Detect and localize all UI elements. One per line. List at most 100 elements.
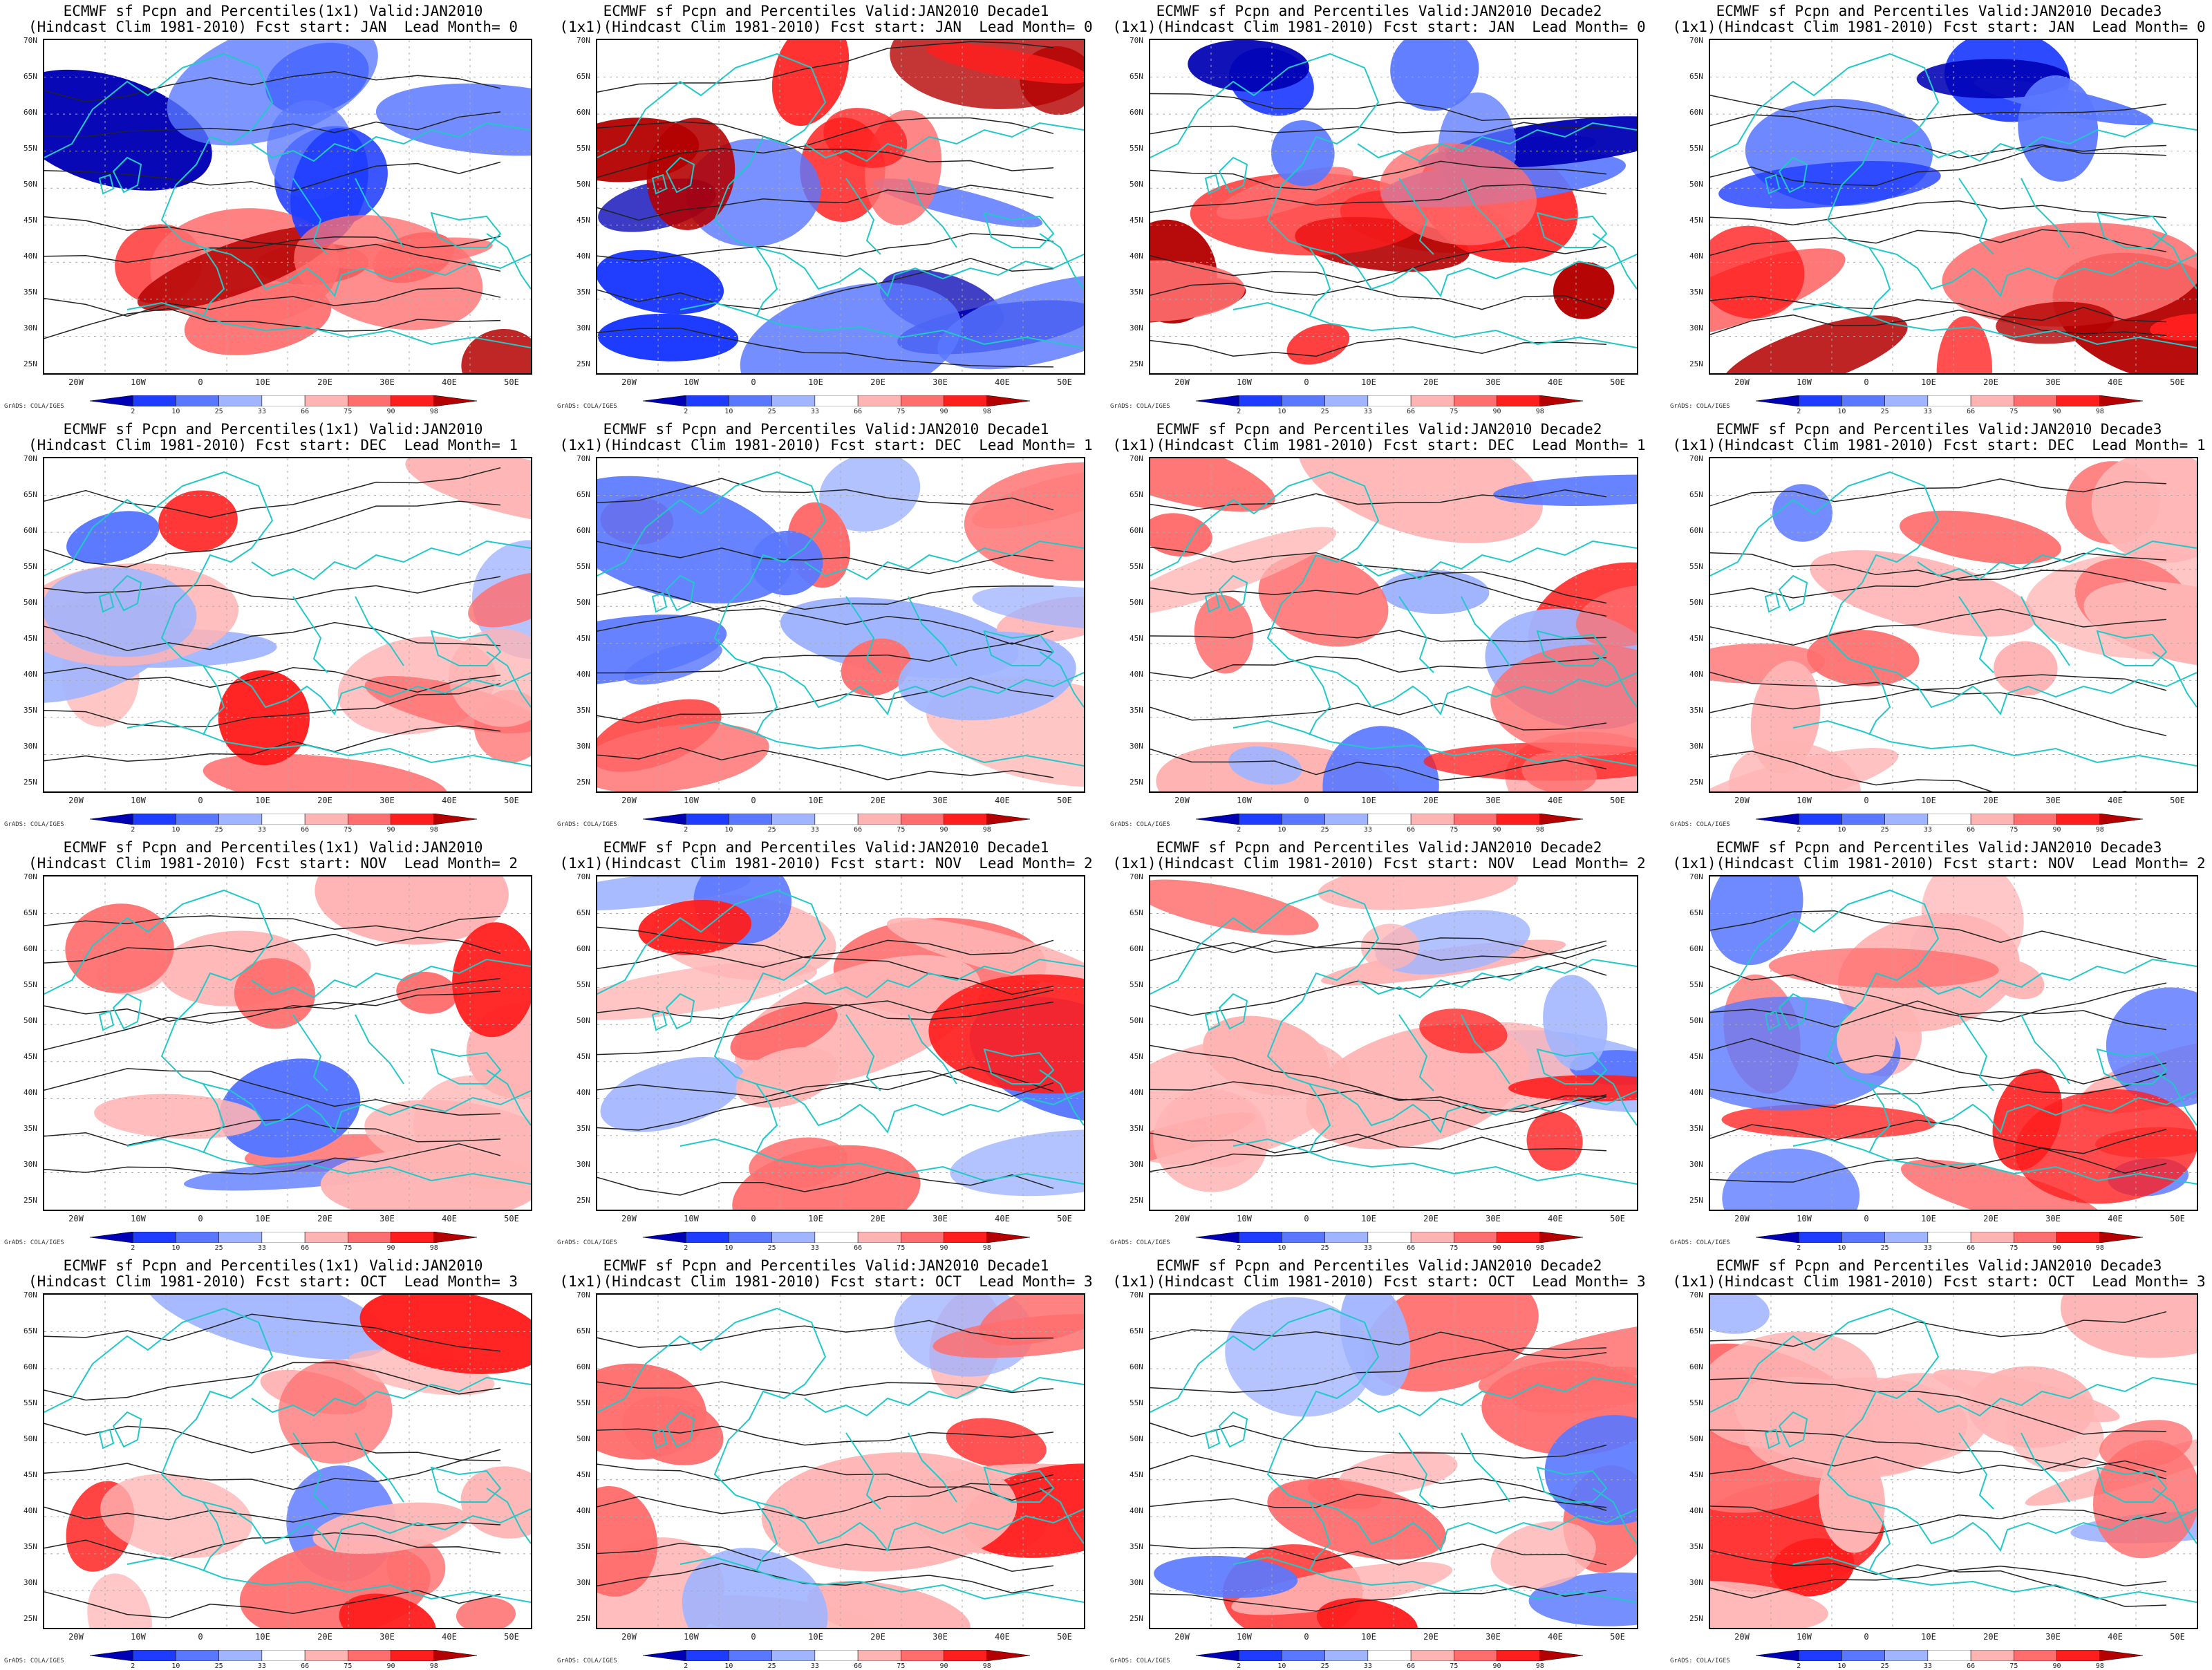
percentile-colorbar: [89, 813, 478, 825]
precip-anomaly-patch: [597, 313, 739, 362]
latitude-label: 35N: [24, 1542, 37, 1551]
climatology-contour: [597, 989, 1054, 1020]
climatology-contour: [1150, 283, 1607, 310]
colorbar-segment: [2056, 1649, 2101, 1662]
colorbar-label: 66: [1407, 1662, 1416, 1670]
colorbar-segment: [89, 395, 133, 407]
colorbar-segment: [729, 1231, 772, 1244]
climatology-contour: [597, 585, 1054, 645]
climatology-contour: [597, 939, 1054, 970]
colorbar-label: 10: [724, 826, 733, 834]
precip-anomaly-patch: [278, 1360, 393, 1464]
latitude-label: 70N: [24, 36, 37, 45]
latitude-label: 65N: [1130, 908, 1143, 917]
climatology-contour: [597, 541, 1054, 574]
latitude-label: 35N: [24, 288, 37, 297]
colorbar-segment: [1884, 1649, 1929, 1662]
colorbar-segment: [1238, 1649, 1282, 1662]
climatology-contour: [1150, 572, 1607, 617]
map-canvas: [1150, 1295, 1637, 1628]
map-plot-area: [1709, 875, 2198, 1211]
coastline: [98, 1428, 115, 1449]
climatology-contour: [1150, 338, 1607, 357]
precip-anomaly-patch: [1770, 1538, 1855, 1597]
colorbar-label: 66: [1967, 1662, 1976, 1670]
coastline: [1150, 471, 1380, 735]
colorbar-segment: [1410, 813, 1454, 825]
precip-anomaly-patch: [1225, 1297, 1373, 1417]
longitude-label: 20W: [1734, 377, 1750, 387]
coastline: [1592, 233, 1637, 290]
climatology-contour: [597, 233, 1054, 262]
coastline: [292, 596, 328, 673]
climatology-contour: [44, 236, 501, 263]
colorbar-segment: [1410, 1231, 1454, 1244]
coastline: [98, 173, 115, 195]
colorbar-segment: [433, 1231, 478, 1244]
colorbar-label: 25: [767, 826, 776, 834]
colorbar-segment: [1884, 395, 1929, 407]
latitude-label: 65N: [1130, 490, 1143, 499]
forecast-map-panel: ECMWF sf Pcpn and Percentiles(1x1) Valid…: [0, 1255, 546, 1670]
map-plot-area: [1709, 1293, 2198, 1629]
colorbar-label: 33: [1363, 1244, 1372, 1252]
precip-anomaly-patch: [1576, 585, 1637, 647]
colorbar-wrapper: [1755, 1231, 2144, 1244]
precip-anomaly-patch: [2018, 75, 2099, 182]
latitude-label: 65N: [1130, 1326, 1143, 1335]
latitude-label: 45N: [24, 1470, 37, 1479]
colorbar-label: 10: [724, 408, 733, 415]
longitude-label: 40E: [2108, 377, 2123, 387]
colorbar-segment: [132, 1231, 176, 1244]
latitude-label: 50N: [577, 180, 590, 189]
colorbar-segment: [771, 813, 816, 825]
precip-anomaly-patch: [461, 328, 531, 373]
colorbar-segment: [1884, 813, 1929, 825]
longitude-label: 50E: [1057, 1214, 1072, 1223]
colorbar-wrapper: [642, 813, 1031, 825]
precip-anomaly-patch: [926, 43, 1084, 84]
climatology-contour: [1710, 309, 2167, 337]
colorbar-segment: [1798, 813, 1842, 825]
longitude-label: 20W: [68, 1214, 84, 1223]
precip-anomaly-patch: [1718, 160, 1941, 209]
longitude-label: 10W: [684, 1632, 699, 1642]
colorbar-segment: [1798, 1649, 1842, 1662]
coastline: [1710, 471, 1940, 735]
climatology-contour: [597, 1320, 1054, 1349]
precip-anomaly-patch: [972, 585, 1084, 630]
precip-anomaly-patch: [184, 283, 332, 355]
longitude-label: 20W: [621, 796, 637, 805]
longitude-label: 0: [1304, 1214, 1309, 1223]
colorbar-label: 66: [1967, 826, 1976, 834]
colorbar-label: 2: [131, 1662, 135, 1670]
colorbar-segment: [132, 813, 176, 825]
precip-anomaly-patch: [1381, 570, 1490, 614]
panel-title-line2: (Hindcast Clim 1981-2010) Fcst start: DE…: [28, 437, 518, 453]
panel-title-line2: (1x1)(Hindcast Clim 1981-2010) Fcst star…: [1112, 437, 1646, 453]
percentile-colorbar: [1755, 1649, 2144, 1662]
coastline: [112, 156, 142, 194]
coastline: [1917, 122, 2197, 162]
coastline: [1398, 1432, 1434, 1510]
forecast-map-panel: ECMWF sf Pcpn and Percentiles Valid:JAN2…: [1106, 0, 1652, 415]
colorbar-segment: [1927, 1231, 1971, 1244]
map-canvas: [1710, 876, 2197, 1210]
precip-anomaly-patch: [1228, 746, 1302, 785]
climatology-contour: [44, 683, 501, 728]
colorbar-label: 75: [897, 408, 906, 415]
colorbar-wrapper: [1755, 395, 2144, 407]
colorbar-label: 90: [1492, 826, 1501, 834]
coastline: [1917, 1376, 2197, 1417]
climatology-contour: [1710, 608, 2167, 646]
coastline: [1917, 958, 2197, 999]
colorbar-segment: [2014, 1649, 2057, 1662]
precip-anomaly-patch: [359, 1295, 531, 1374]
map-canvas: [44, 876, 531, 1210]
precip-anomaly-patch: [44, 69, 212, 191]
climatology-contour: [1150, 748, 1607, 781]
longitude-label: 50E: [2170, 1632, 2185, 1642]
coastline: [1958, 1014, 1994, 1091]
longitude-label: 30E: [932, 1214, 948, 1223]
latitude-label: 40N: [1689, 1506, 1703, 1515]
